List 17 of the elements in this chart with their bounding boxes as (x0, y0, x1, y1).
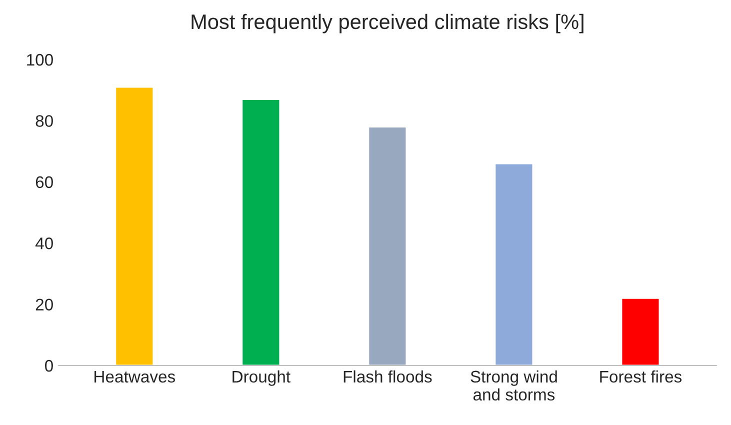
x-tick-label: Forest fires (600, 370, 682, 383)
bar (494, 162, 534, 366)
x-tick-label: Flash floods (344, 370, 432, 383)
y-tick-label: 0 (45, 360, 53, 372)
y-tick-label: 80 (36, 115, 53, 127)
y-tick-label: 100 (27, 54, 53, 66)
bar (241, 98, 281, 366)
x-tick-label: Heatwaves (94, 370, 176, 383)
chart-title: Most frequently perceived climate risks [%] (192, 14, 584, 34)
bar (620, 297, 660, 366)
y-tick-label: 20 (36, 298, 53, 311)
y-tick-label: 40 (35, 238, 53, 250)
bar (368, 126, 408, 366)
bar (114, 86, 154, 366)
y-tick-label: 60 (36, 176, 53, 188)
x-tick-label: Strong wind and storms (470, 370, 557, 401)
x-tick-label: Drought (232, 370, 290, 386)
